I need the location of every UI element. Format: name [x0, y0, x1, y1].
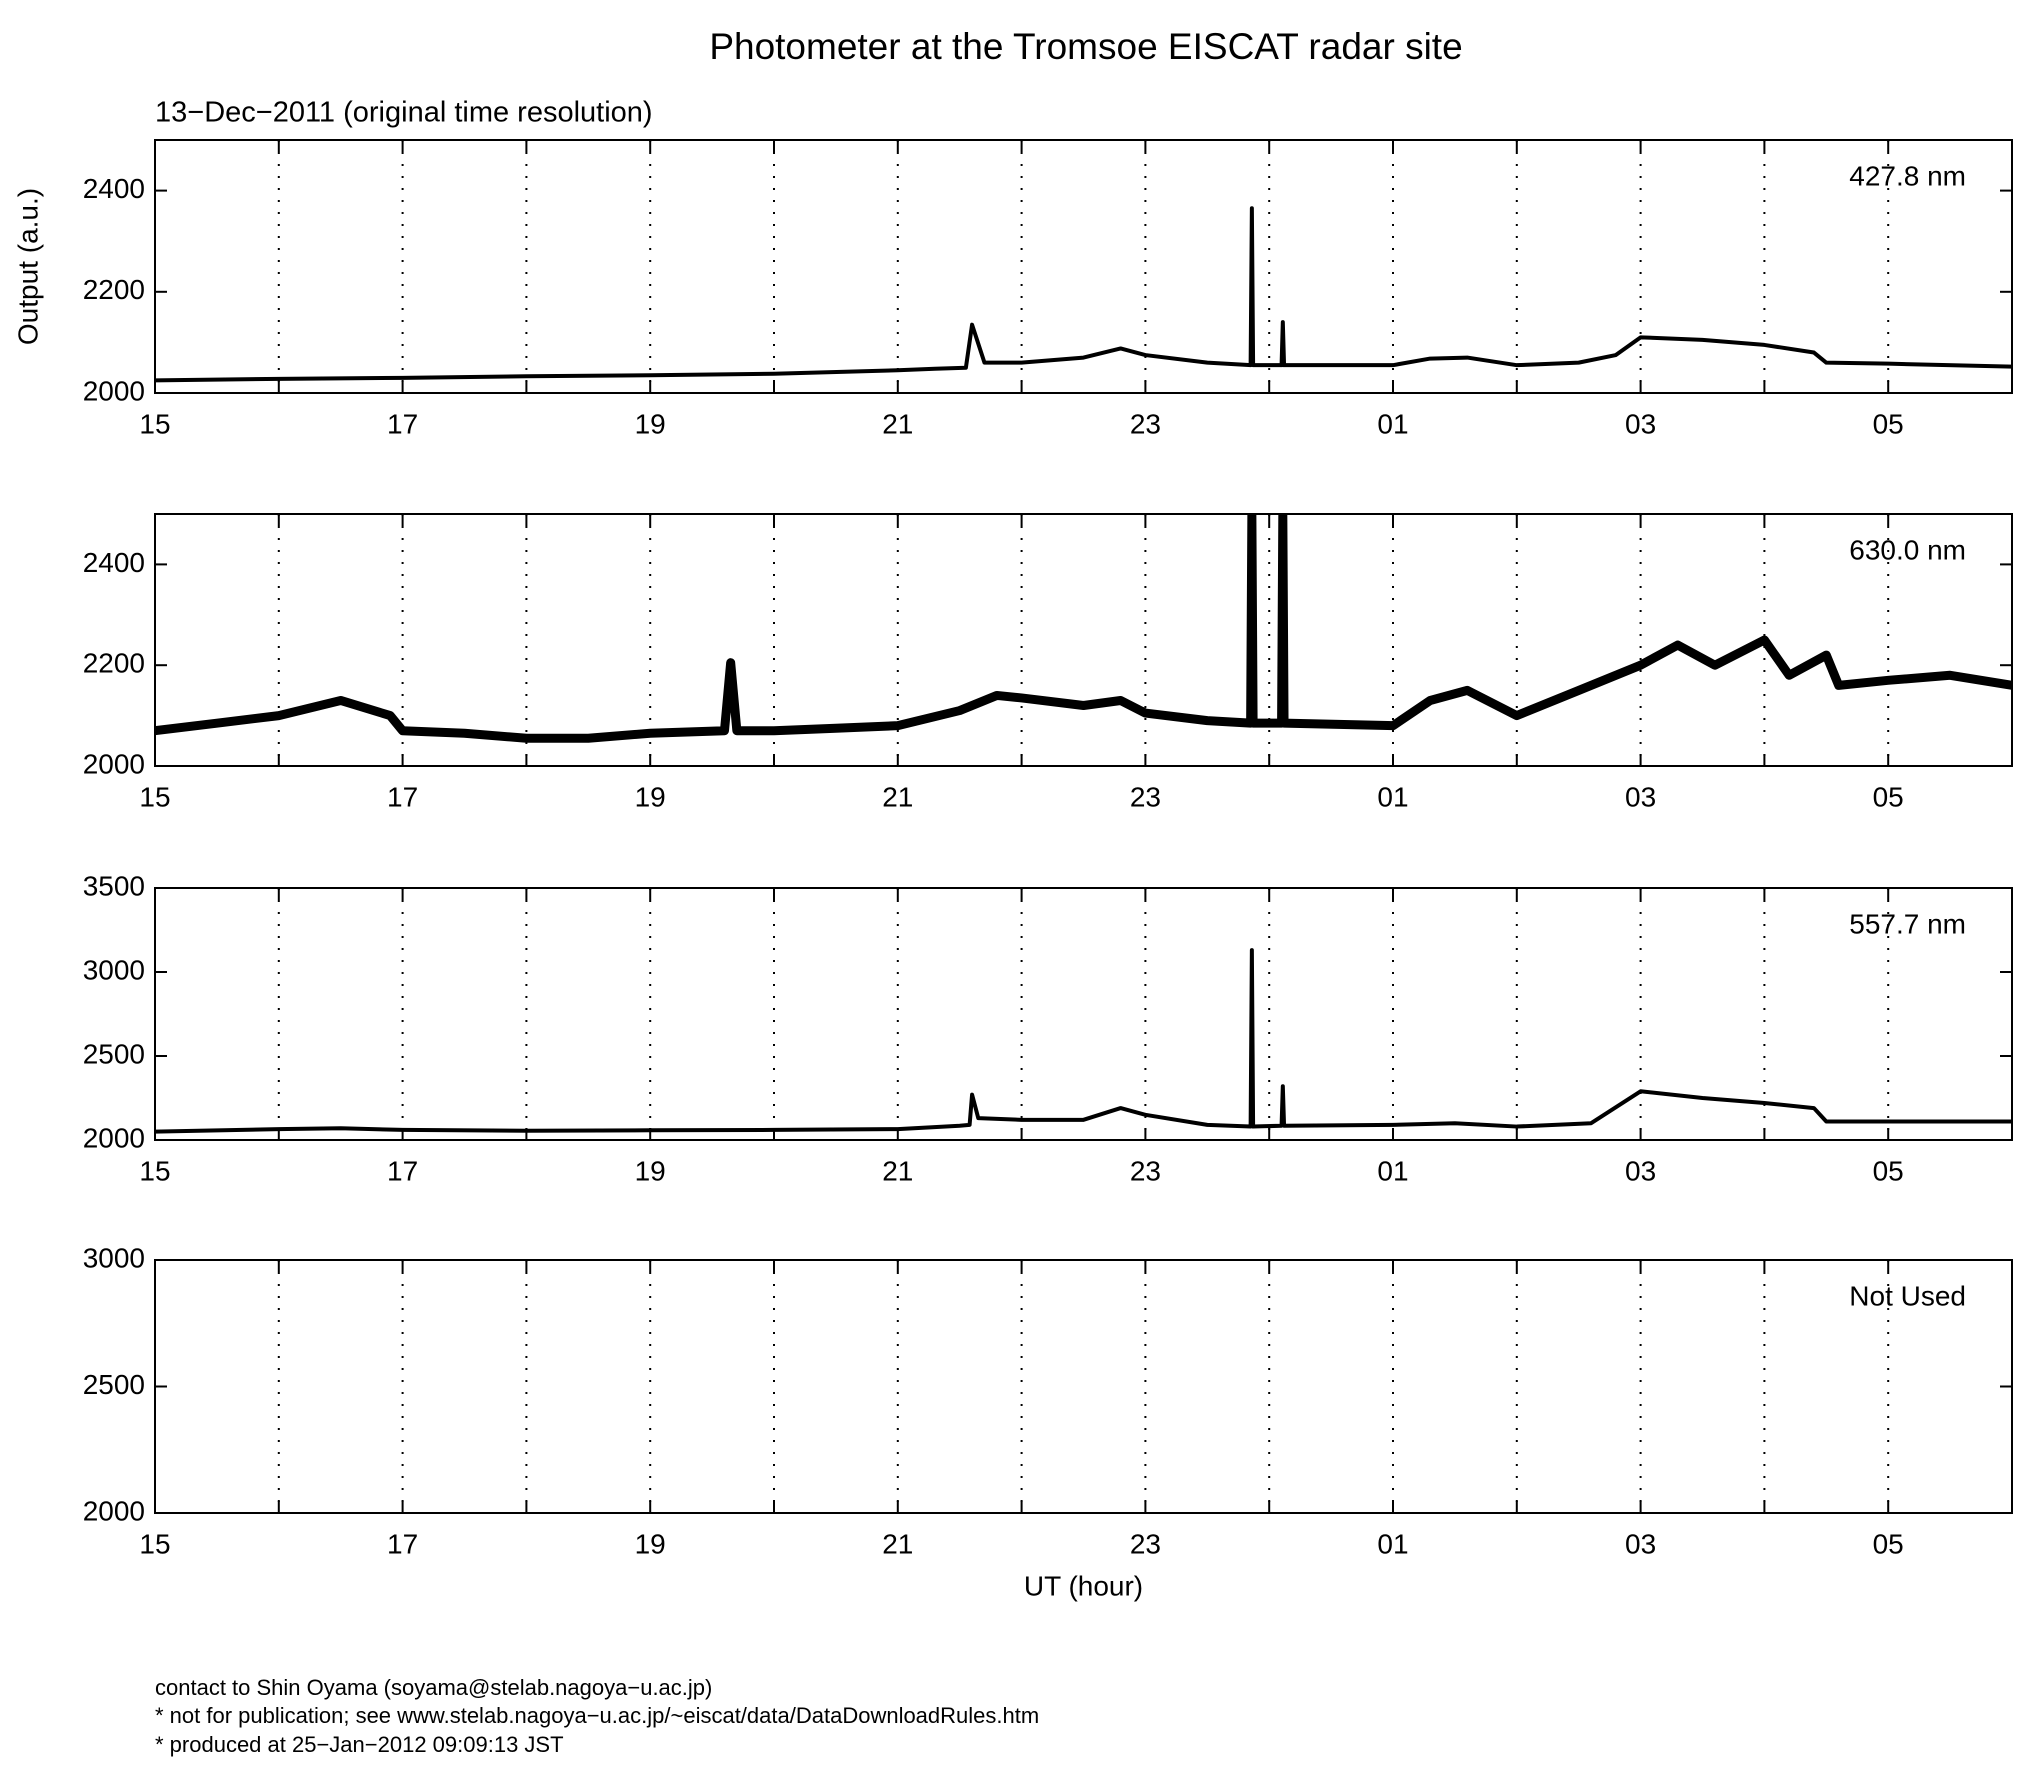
footer-line: * produced at 25−Jan−2012 09:09:13 JST [155, 1732, 564, 1757]
y-tick-label: 2500 [83, 1369, 145, 1400]
x-tick-label: 19 [635, 1528, 666, 1559]
panel-label: 557.7 nm [1849, 908, 1966, 939]
y-tick-label: 2000 [83, 1495, 145, 1526]
x-tick-label: 03 [1625, 1528, 1656, 1559]
plot-frame [154, 139, 2013, 394]
y-tick-label: 3000 [83, 1242, 145, 1273]
x-axis-label: UT (hour) [1024, 1570, 1143, 1601]
figure-title: Photometer at the Tromsoe EISCAT radar s… [709, 26, 1462, 67]
x-tick-label: 17 [387, 781, 418, 812]
x-tick-label: 21 [882, 781, 913, 812]
y-tick-label: 3000 [83, 954, 145, 985]
x-tick-label: 19 [635, 781, 666, 812]
panel-label: 427.8 nm [1849, 160, 1966, 191]
x-tick-label: 01 [1377, 1155, 1408, 1186]
x-tick-label: 23 [1130, 781, 1161, 812]
x-tick-label: 23 [1130, 408, 1161, 439]
data-line [155, 206, 2012, 383]
y-tick-label: 2400 [83, 547, 145, 578]
panel-label: Not Used [1849, 1280, 1966, 1311]
data-line [155, 948, 2012, 1134]
subtitle: 13−Dec−2011 (original time resolution) [155, 97, 653, 129]
x-tick-label: 17 [387, 408, 418, 439]
y-tick-label: 2000 [83, 375, 145, 406]
y-tick-label: 2400 [83, 173, 145, 204]
x-tick-label: 05 [1873, 1528, 1904, 1559]
y-tick-label: 2200 [83, 648, 145, 679]
plot-frame [154, 1259, 2013, 1514]
x-tick-label: 03 [1625, 408, 1656, 439]
x-tick-label: 21 [882, 408, 913, 439]
y-axis-label: Output (a.u.) [12, 188, 43, 345]
y-tick-label: 2000 [83, 1122, 145, 1153]
x-tick-label: 05 [1873, 1155, 1904, 1186]
x-tick-label: 21 [882, 1528, 913, 1559]
data-line [155, 514, 2012, 743]
x-tick-label: 17 [387, 1155, 418, 1186]
x-tick-label: 19 [635, 1155, 666, 1186]
x-tick-label: 21 [882, 1155, 913, 1186]
footer-line: * not for publication; see www.stelab.na… [155, 1703, 1039, 1728]
plot-frame [154, 513, 2013, 767]
x-tick-label: 01 [1377, 781, 1408, 812]
panel-label: 630.0 nm [1849, 534, 1966, 565]
footer-line: contact to Shin Oyama (soyama@stelab.nag… [155, 1675, 712, 1700]
x-tick-label: 01 [1377, 1528, 1408, 1559]
y-tick-label: 3500 [83, 870, 145, 901]
x-tick-label: 15 [139, 1528, 170, 1559]
x-tick-label: 19 [635, 408, 666, 439]
y-tick-label: 2500 [83, 1038, 145, 1069]
plot-frame [154, 887, 2013, 1141]
y-tick-label: 2000 [83, 748, 145, 779]
x-tick-label: 03 [1625, 1155, 1656, 1186]
x-tick-label: 23 [1130, 1528, 1161, 1559]
x-tick-label: 23 [1130, 1155, 1161, 1186]
x-tick-label: 15 [139, 781, 170, 812]
x-tick-label: 03 [1625, 781, 1656, 812]
x-tick-label: 15 [139, 408, 170, 439]
y-tick-label: 2200 [83, 274, 145, 305]
x-tick-label: 17 [387, 1528, 418, 1559]
x-tick-label: 15 [139, 1155, 170, 1186]
x-tick-label: 05 [1873, 408, 1904, 439]
x-tick-label: 01 [1377, 408, 1408, 439]
x-tick-label: 05 [1873, 781, 1904, 812]
